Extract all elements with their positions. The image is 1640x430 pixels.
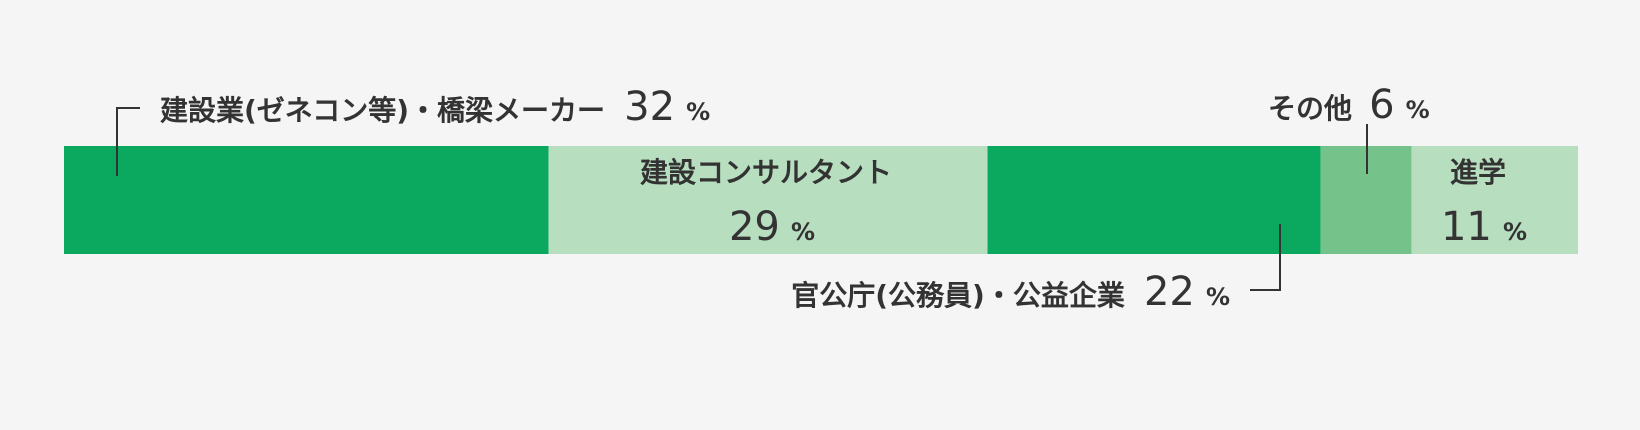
segment-unit-construction: % [686, 98, 710, 126]
segment-label-construction: 建設業(ゼネコン等)・橋梁メーカー 32 % [160, 84, 710, 130]
segment-label-other: その他 6 % [1268, 82, 1430, 128]
segment-value-further-study: 11 [1441, 204, 1492, 250]
segment-value-construction: 32 [624, 84, 675, 130]
segment-value-other: 6 [1369, 82, 1394, 128]
segment-unit-further-study: % [1503, 218, 1527, 246]
segment-value-public: 22 [1144, 269, 1195, 315]
segment-unit-consultant: % [791, 218, 815, 246]
bar-segment-construction [64, 146, 549, 254]
segment-unit-other: % [1406, 96, 1430, 124]
segment-name-public: 官公庁(公務員)・公益企業 [791, 279, 1125, 312]
segment-label-consultant-value: 29 % [729, 204, 815, 250]
bar-segment-further-study [1411, 146, 1578, 254]
segment-name-other: その他 [1268, 92, 1352, 125]
segment-value-consultant: 29 [729, 204, 780, 250]
leader-line-public [1250, 224, 1281, 291]
segment-name-construction: 建設業(ゼネコン等)・橋梁メーカー [160, 94, 605, 127]
leader-line-construction [116, 107, 140, 176]
segment-label-public: 官公庁(公務員)・公益企業 22 % [791, 269, 1230, 315]
bar-segment-public [987, 146, 1321, 254]
segment-unit-public: % [1206, 283, 1230, 311]
segment-name-consultant: 建設コンサルタント [640, 156, 892, 189]
bar-segments [64, 146, 1578, 254]
segment-label-further-study-value: 11 % [1441, 204, 1527, 250]
bar-segment-consultant [548, 146, 988, 254]
segment-name-further-study: 進学 [1450, 156, 1506, 189]
